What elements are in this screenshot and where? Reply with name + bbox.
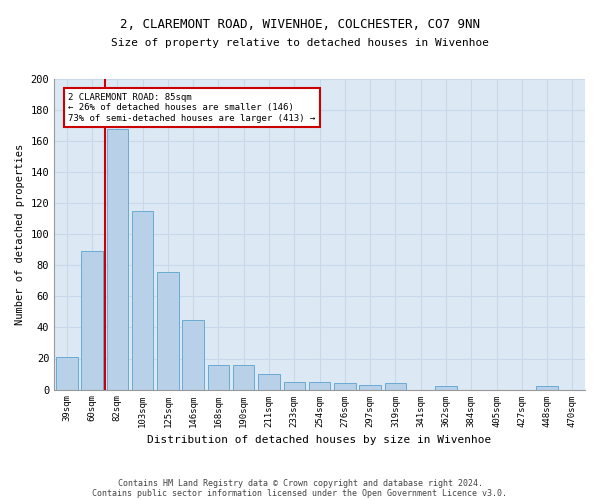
X-axis label: Distribution of detached houses by size in Wivenhoe: Distribution of detached houses by size …: [148, 435, 492, 445]
Bar: [435, 386, 457, 390]
Y-axis label: Number of detached properties: Number of detached properties: [15, 144, 25, 325]
Bar: [157, 272, 179, 390]
Text: Contains HM Land Registry data © Crown copyright and database right 2024.: Contains HM Land Registry data © Crown c…: [118, 478, 482, 488]
Bar: [284, 382, 305, 390]
Bar: [208, 364, 229, 390]
Bar: [56, 357, 77, 390]
Bar: [107, 128, 128, 390]
Bar: [258, 374, 280, 390]
Bar: [334, 384, 356, 390]
Bar: [536, 386, 558, 390]
Bar: [385, 384, 406, 390]
Bar: [359, 385, 381, 390]
Text: Contains public sector information licensed under the Open Government Licence v3: Contains public sector information licen…: [92, 488, 508, 498]
Bar: [132, 211, 154, 390]
Bar: [82, 252, 103, 390]
Text: 2 CLAREMONT ROAD: 85sqm
← 26% of detached houses are smaller (146)
73% of semi-d: 2 CLAREMONT ROAD: 85sqm ← 26% of detache…: [68, 93, 316, 123]
Bar: [182, 320, 204, 390]
Text: 2, CLAREMONT ROAD, WIVENHOE, COLCHESTER, CO7 9NN: 2, CLAREMONT ROAD, WIVENHOE, COLCHESTER,…: [120, 18, 480, 30]
Bar: [309, 382, 331, 390]
Text: Size of property relative to detached houses in Wivenhoe: Size of property relative to detached ho…: [111, 38, 489, 48]
Bar: [233, 364, 254, 390]
